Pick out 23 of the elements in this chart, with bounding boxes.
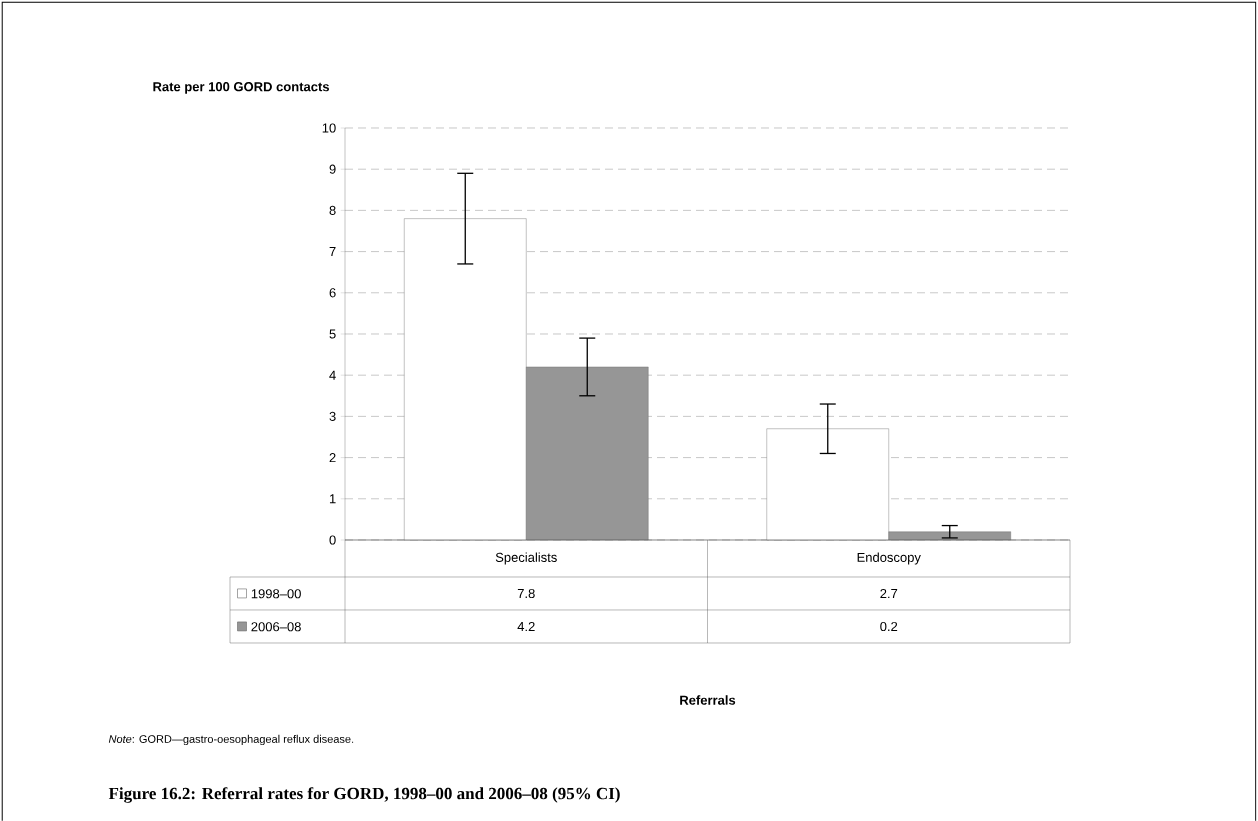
y-tick-label: 0 — [329, 535, 336, 545]
data-label: 0.2 — [880, 621, 898, 632]
data-label: 7.8 — [517, 588, 535, 599]
y-axis-title: Rate per 100 GORD contacts — [153, 82, 329, 94]
y-tick-label: 2 — [329, 453, 336, 463]
legend-label: 1998–00 — [251, 589, 301, 599]
legend-label: 2006–08 — [251, 622, 301, 632]
y-tick-label: 9 — [329, 164, 336, 174]
text: Referrals — [680, 695, 736, 705]
text: Figure 16.2: Referral rates for GORD, 1998–00 and 2006–08 (95% CI) — [108, 787, 620, 803]
y-tick-label: 10 — [322, 123, 336, 133]
x-tick-label: Specialists — [495, 552, 557, 565]
text: Note: GORD—gastro-oesophageal reflux disease. — [108, 734, 354, 746]
x-tick-label: Endoscopy — [857, 552, 921, 565]
y-tick-label: 5 — [329, 329, 336, 339]
y-tick-label: 1 — [329, 494, 336, 504]
data-label: 2.7 — [880, 588, 898, 599]
y-tick-label: 6 — [329, 288, 336, 298]
y-tick-label: 3 — [329, 411, 336, 421]
y-tick-label: 7 — [329, 247, 336, 257]
y-tick-label: 8 — [329, 205, 336, 215]
y-tick-label: 4 — [329, 370, 336, 380]
data-label: 4.2 — [517, 621, 535, 632]
